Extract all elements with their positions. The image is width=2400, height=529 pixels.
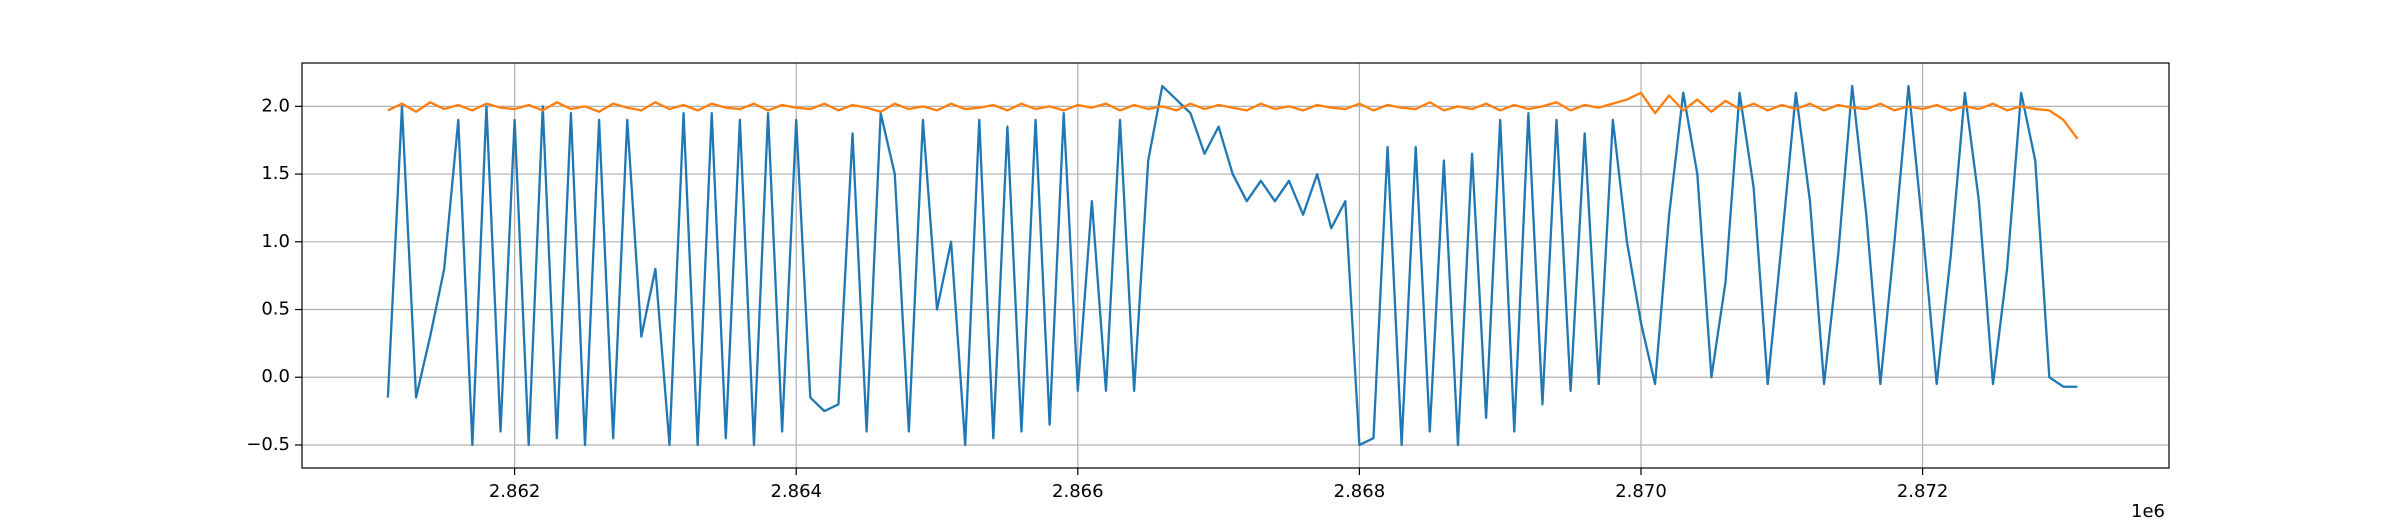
y-tick-label: 2.0 bbox=[261, 95, 290, 116]
x-tick-label: 2.866 bbox=[1052, 481, 1104, 502]
x-tick-label: 2.864 bbox=[770, 481, 822, 502]
y-tick-label: 0.5 bbox=[261, 299, 290, 320]
plot-frame bbox=[301, 62, 2170, 469]
x-tick-label: 2.872 bbox=[1897, 481, 1949, 502]
y-tick-label: 0.0 bbox=[261, 366, 290, 387]
x-tick-label: 2.862 bbox=[489, 481, 541, 502]
series-line bbox=[386, 84, 2078, 447]
y-tick-label: −0.5 bbox=[246, 434, 290, 455]
x-tick-label: 2.868 bbox=[1334, 481, 1386, 502]
y-tick-label: 1.0 bbox=[261, 231, 290, 252]
y-tick-label: 1.5 bbox=[261, 163, 290, 184]
x-offset-label: 1e6 bbox=[2131, 501, 2165, 522]
series-line bbox=[387, 91, 2079, 140]
x-tick-label: 2.870 bbox=[1615, 481, 1667, 502]
